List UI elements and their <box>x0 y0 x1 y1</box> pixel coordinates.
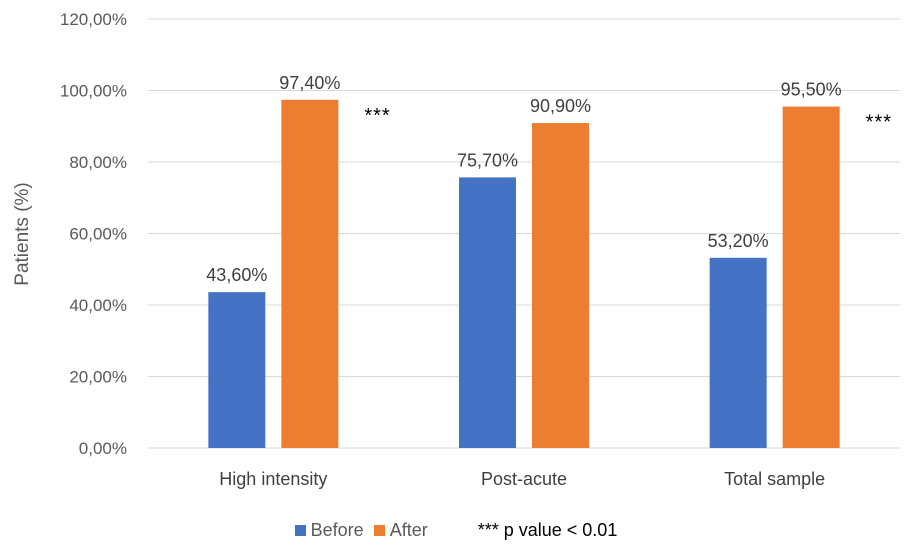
significance-markers: *** *** <box>364 105 892 134</box>
category-label: Total sample <box>724 469 825 489</box>
y-tick-label: 60,00% <box>69 225 127 244</box>
bar-after <box>281 99 339 449</box>
significance-marker: *** <box>364 105 390 127</box>
data-label: 75,70% <box>457 150 518 170</box>
bar-chart: 0,00% 20,00% 40,00% 60,00% 80,00% 100,00% 120,… <box>12 10 900 489</box>
bar-before <box>459 177 516 448</box>
significance-note: *** p value < 0.01 <box>477 520 618 540</box>
data-label: 95,50% <box>781 80 842 100</box>
y-axis-title: Patients (%) <box>12 182 33 285</box>
y-tick-label: 120,00% <box>60 10 127 29</box>
bar-before <box>208 292 266 448</box>
data-label: 53,20% <box>708 231 769 251</box>
bar-after <box>532 123 589 448</box>
bar-before <box>709 257 767 448</box>
data-label: 97,40% <box>279 73 340 93</box>
bars <box>208 99 840 449</box>
data-label: 43,60% <box>206 265 267 285</box>
legend-swatch-after <box>373 525 385 536</box>
legend: Before After *** p value < 0.01 <box>0 520 912 541</box>
category-labels: High intensity Post-acute Total sample <box>219 469 825 489</box>
y-axis-tick-labels: 0,00% 20,00% 40,00% 60,00% 80,00% 100,00% 120,… <box>60 10 127 458</box>
significance-marker: *** <box>866 112 892 134</box>
y-tick-label: 80,00% <box>69 153 127 172</box>
y-tick-label: 20,00% <box>69 368 127 387</box>
legend-swatch-before <box>294 525 306 536</box>
gridlines <box>148 18 900 449</box>
bar-after <box>782 106 840 449</box>
data-label: 90,90% <box>530 96 591 116</box>
category-label: High intensity <box>219 469 327 489</box>
y-tick-label: 100,00% <box>60 82 127 101</box>
data-labels: 43,60% 97,40% 75,70% 90,90% 53,20% 95,50% <box>206 73 841 285</box>
y-tick-label: 40,00% <box>69 296 127 315</box>
legend-label-before: Before <box>310 520 364 540</box>
legend-item-before: Before <box>294 520 364 541</box>
y-tick-label: 0,00% <box>79 439 127 458</box>
legend-item-after: After <box>373 520 428 541</box>
legend-label-after: After <box>389 520 428 540</box>
category-label: Post-acute <box>481 469 567 489</box>
